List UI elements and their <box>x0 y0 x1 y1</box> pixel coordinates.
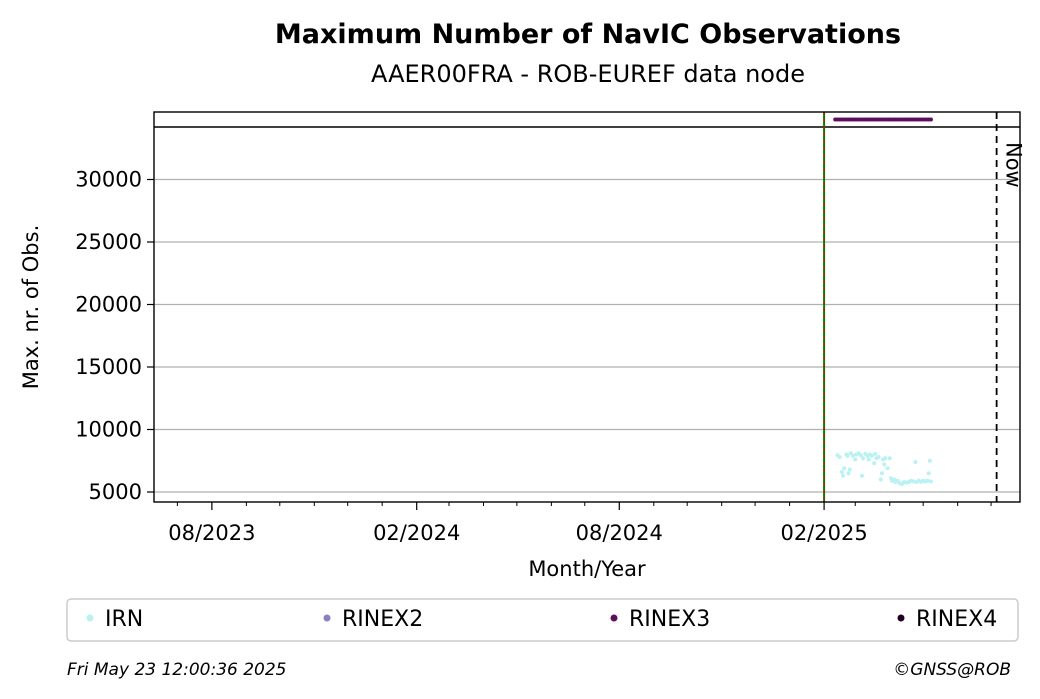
data-point-irn <box>846 471 851 476</box>
data-point-irn <box>858 453 863 458</box>
x-tick-label: 08/2024 <box>576 521 663 545</box>
data-point-irn <box>861 456 866 461</box>
data-point-irn <box>853 457 858 462</box>
data-point-irn <box>885 466 890 471</box>
reference-lines: Now <box>823 112 1026 502</box>
legend-box <box>66 598 1019 642</box>
data-point-irn <box>842 466 847 471</box>
data-point-rinex3 <box>928 117 933 122</box>
plot-frame <box>153 111 1021 503</box>
data-points <box>833 117 933 486</box>
x-axis: 08/2023 02/2024 08/2024 02/2025 <box>168 502 992 545</box>
data-point-irn <box>837 455 842 459</box>
footer-timestamp: Fri May 23 12:00:36 2025 <box>67 660 287 680</box>
legend-marker-irn <box>86 614 94 622</box>
data-point-irn <box>839 470 844 474</box>
legend-label-irn: IRN <box>105 607 143 632</box>
legend-label-rinex3: RINEX3 <box>629 607 710 632</box>
data-point-irn <box>847 467 852 472</box>
data-point-irn <box>928 479 933 484</box>
data-point-irn <box>926 471 931 476</box>
y-tick-label: 30000 <box>75 168 142 192</box>
y-tick-label: 25000 <box>75 230 142 254</box>
y-tick-label: 20000 <box>75 293 142 317</box>
data-point-irn <box>927 458 932 463</box>
footer-credit: ©GNSS@ROB <box>893 660 1011 680</box>
legend-marker-rinex4 <box>897 614 905 622</box>
y-tick-label: 15000 <box>75 355 142 379</box>
data-point-irn <box>879 471 884 476</box>
data-point-irn <box>845 453 850 458</box>
x-tick-label: 02/2024 <box>373 521 460 545</box>
data-point-irn <box>851 453 856 458</box>
data-point-irn <box>866 457 871 462</box>
data-point-irn <box>887 456 892 461</box>
data-point-irn <box>911 479 916 484</box>
y-tick-label: 10000 <box>75 418 142 442</box>
data-point-irn <box>873 451 878 456</box>
legend-marker-rinex3 <box>610 614 618 622</box>
data-point-irn <box>925 478 930 483</box>
data-point-irn <box>882 462 887 467</box>
legend-marker-rinex2 <box>323 614 331 622</box>
legend: IRN RINEX2 RINEX3 RINEX4 <box>86 607 997 632</box>
data-point-irn <box>872 461 877 466</box>
data-point-irn <box>913 460 918 464</box>
data-point-irn <box>841 473 846 478</box>
legend-label-rinex2: RINEX2 <box>342 607 423 632</box>
data-point-irn <box>869 453 874 458</box>
chart-subtitle: AAER00FRA - ROB-EUREF data node <box>371 60 805 88</box>
y-axis-label: Max. nr. of Obs. <box>19 225 43 390</box>
y-grid <box>154 126 1020 493</box>
x-axis-label: Month/Year <box>528 557 646 581</box>
now-label: Now <box>1002 142 1026 188</box>
chart-title: Maximum Number of NavIC Observations <box>275 19 901 50</box>
y-axis: 5000 10000 15000 20000 25000 30000 <box>75 168 154 504</box>
data-point-irn <box>876 455 881 459</box>
data-point-irn <box>883 456 888 461</box>
x-tick-label: 08/2023 <box>168 521 255 545</box>
data-point-irn <box>859 473 864 478</box>
y-tick-label: 5000 <box>89 480 142 504</box>
x-tick-label: 02/2025 <box>780 521 867 545</box>
legend-label-rinex4: RINEX4 <box>916 607 997 632</box>
data-point-irn <box>878 477 883 482</box>
